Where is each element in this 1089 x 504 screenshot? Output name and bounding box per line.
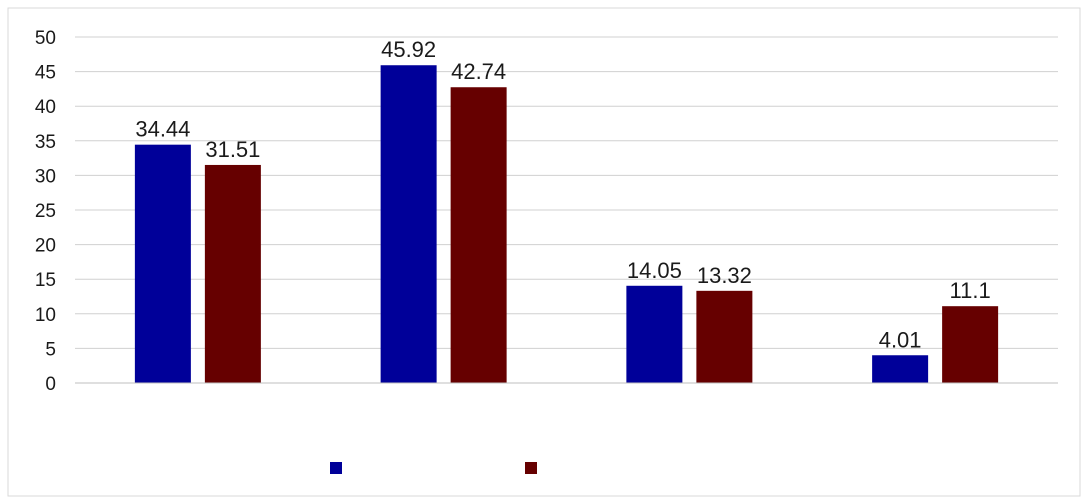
bar <box>626 285 683 383</box>
legend-swatch <box>330 462 342 474</box>
y-tick-label: 15 <box>35 270 56 291</box>
legend <box>330 462 537 474</box>
bar <box>380 65 437 384</box>
y-axis: 0 5 10 15 20 25 30 35 40 45 50 <box>35 28 56 395</box>
bar <box>872 355 929 383</box>
data-label: 13.32 <box>697 263 752 288</box>
data-label: 45.92 <box>381 37 436 62</box>
y-tick-label: 45 <box>35 63 56 84</box>
y-tick-label: 0 <box>45 374 56 395</box>
y-tick-label: 20 <box>35 236 56 257</box>
data-label: 11.1 <box>950 278 991 303</box>
y-tick-label: 10 <box>35 305 56 326</box>
y-tick-label: 35 <box>35 132 56 153</box>
y-tick-label: 5 <box>45 339 56 360</box>
data-label: 34.44 <box>135 117 190 142</box>
data-label: 31.51 <box>205 137 260 162</box>
bar <box>696 290 753 383</box>
bar <box>134 144 191 383</box>
y-tick-label: 25 <box>35 201 56 222</box>
data-label: 14.05 <box>627 258 682 283</box>
legend-swatch <box>525 462 537 474</box>
bar <box>204 164 261 383</box>
data-labels: 34.44 31.51 45.92 42.74 14.05 13.32 4.01 11.1 <box>135 37 990 352</box>
data-label: 42.74 <box>451 59 506 84</box>
data-label: 4.01 <box>879 327 922 352</box>
bar <box>450 87 507 383</box>
bar <box>942 306 999 383</box>
y-tick-label: 30 <box>35 166 56 187</box>
y-tick-label: 50 <box>35 28 56 49</box>
bars <box>134 65 999 384</box>
y-tick-label: 40 <box>35 97 56 118</box>
